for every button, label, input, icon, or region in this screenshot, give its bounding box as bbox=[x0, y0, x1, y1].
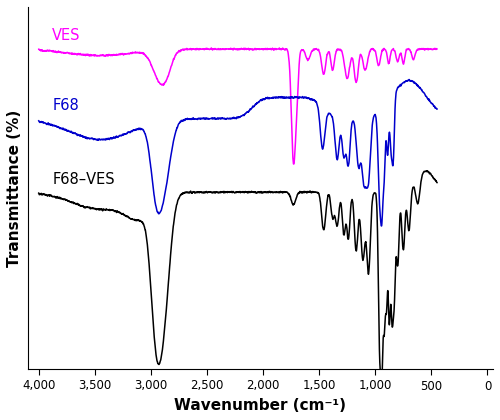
Text: F68: F68 bbox=[52, 98, 79, 113]
X-axis label: Wavenumber (cm⁻¹): Wavenumber (cm⁻¹) bbox=[174, 398, 346, 413]
Text: VES: VES bbox=[52, 28, 80, 43]
Y-axis label: Transmittance (%): Transmittance (%) bbox=[7, 109, 22, 267]
Text: F68–VES: F68–VES bbox=[52, 172, 115, 187]
